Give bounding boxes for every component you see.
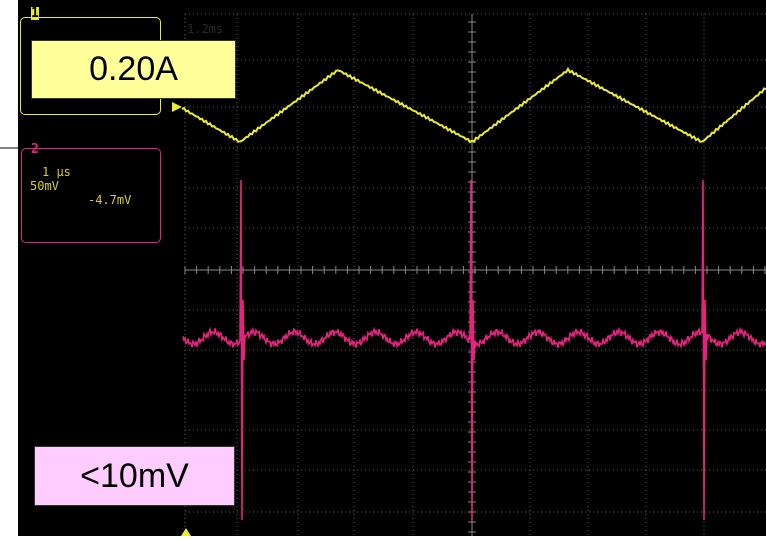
channel2-ripple-trace — [182, 179, 766, 521]
channel2-scale: 50mV — [30, 179, 59, 193]
channel2-offset: -4.7mV — [88, 193, 132, 207]
channel2-timebase: 1 μs — [42, 165, 71, 179]
trigger-position-marker — [181, 528, 191, 536]
current-amplitude-label: 0.20A — [31, 40, 236, 99]
ripple-voltage-label: <10mV — [34, 446, 235, 506]
channel2-info-box[interactable]: 2 1 μs 50mV -4.7mV — [21, 143, 161, 243]
channel2-number: 2 — [31, 142, 39, 157]
channel1-current-trace — [181, 66, 766, 144]
channel1-number: 1 — [31, 6, 39, 21]
channel1-level-marker — [172, 102, 182, 112]
timebase-readout: 1.2ms — [187, 22, 224, 36]
